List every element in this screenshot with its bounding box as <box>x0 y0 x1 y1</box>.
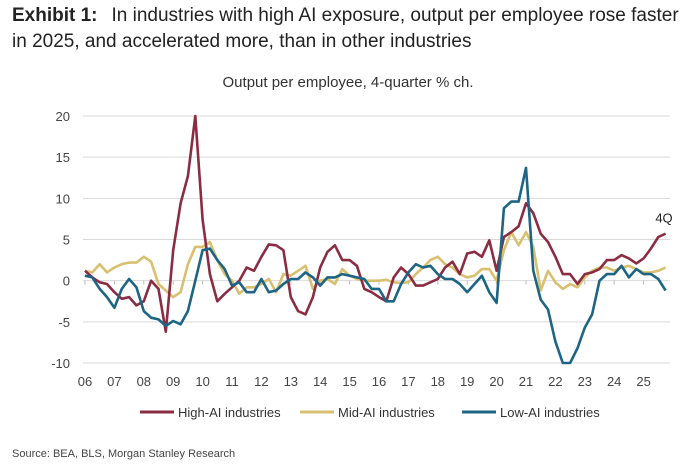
x-tick-label: 21 <box>519 374 533 389</box>
x-tick-label: 11 <box>225 374 239 389</box>
x-tick-label: 08 <box>137 374 151 389</box>
series-line-low-ai-industries <box>84 166 667 365</box>
y-tick-label: -10 <box>51 356 70 371</box>
series-line-mid-ai-industries <box>84 230 667 299</box>
series-line-high-ai-industries <box>84 114 667 333</box>
x-tick-label: 18 <box>431 374 445 389</box>
x-tick-label: 06 <box>78 374 92 389</box>
legend-item: Mid-AI industries <box>300 405 435 420</box>
chart-title: Output per employee, 4-quarter % ch. <box>222 74 474 91</box>
legend-item: High-AI industries <box>140 405 281 420</box>
y-tick-label: 10 <box>56 191 70 206</box>
x-tick-label: 13 <box>284 374 298 389</box>
legend-label: High-AI industries <box>178 405 281 420</box>
y-tick-label: 0 <box>63 274 70 289</box>
annotation-4q: 4Q <box>655 211 672 226</box>
legend-label: Low-AI industries <box>500 405 600 420</box>
source-note: Source: BEA, BLS, Morgan Stanley Researc… <box>12 448 236 460</box>
x-tick-label: 24 <box>607 374 621 389</box>
x-tick-label: 10 <box>195 374 209 389</box>
x-tick-label: 25 <box>636 374 650 389</box>
x-tick-label: 15 <box>342 374 356 389</box>
x-tick-label: 17 <box>401 374 415 389</box>
x-tick-label: 20 <box>489 374 503 389</box>
legend-label: Mid-AI industries <box>338 405 435 420</box>
y-tick-label: -5 <box>58 315 70 330</box>
y-tick-label: 20 <box>56 109 70 124</box>
x-tick-label: 14 <box>313 374 327 389</box>
x-tick-label: 22 <box>548 374 562 389</box>
y-tick-label: 5 <box>63 233 70 248</box>
x-tick-label: 16 <box>372 374 386 389</box>
x-tick-label: 19 <box>460 374 474 389</box>
x-tick-label: 23 <box>578 374 592 389</box>
y-tick-label: 15 <box>56 150 70 165</box>
title-text: In industries with high AI exposure, out… <box>12 5 679 52</box>
x-tick-label: 12 <box>254 374 268 389</box>
legend-item: Low-AI industries <box>462 405 600 420</box>
x-tick-label: 09 <box>166 374 180 389</box>
exhibit-title: Exhibit 1: In industries with high AI exp… <box>12 3 692 55</box>
x-tick-label: 07 <box>107 374 121 389</box>
exhibit-label: Exhibit 1: <box>12 5 98 26</box>
